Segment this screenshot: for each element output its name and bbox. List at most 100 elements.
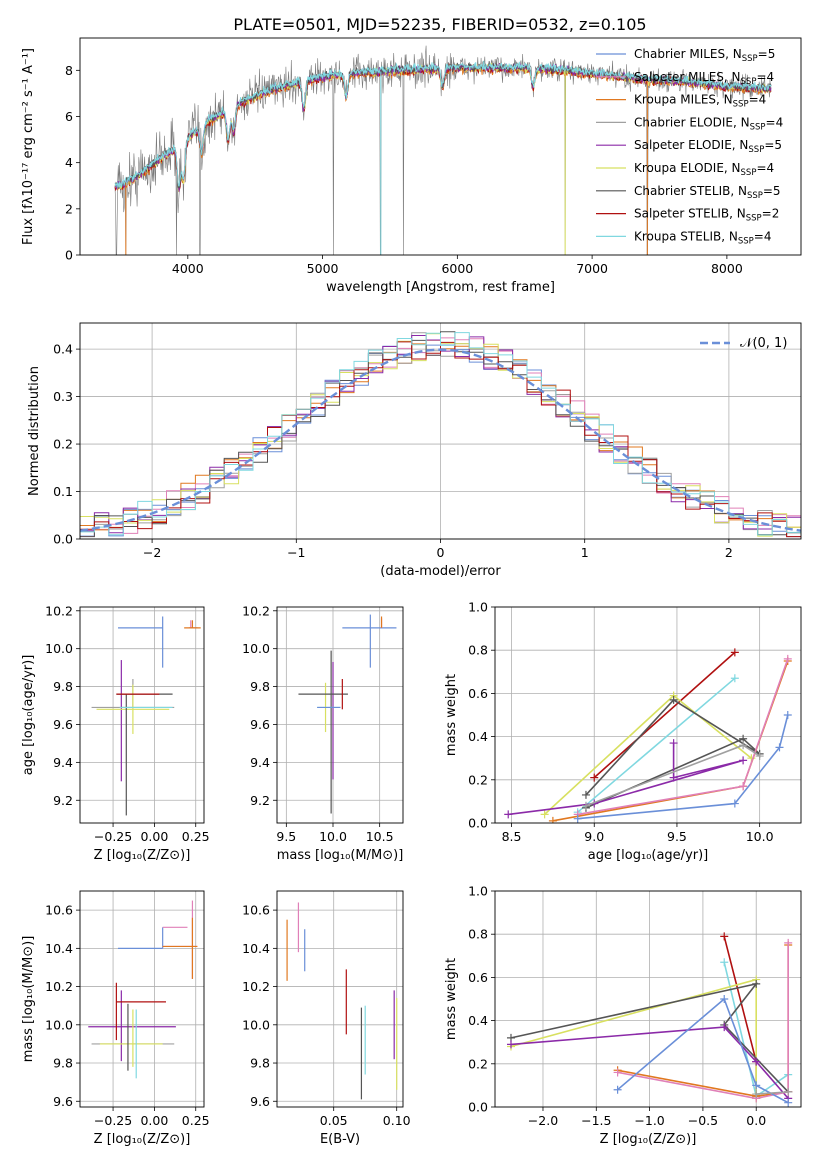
legend-sub: SSP <box>733 100 749 110</box>
y-tick-label: 10.6 <box>45 903 73 918</box>
weight-point-marker <box>783 711 792 719</box>
weight-point-marker <box>752 1081 761 1090</box>
y-tick-label: 9.6 <box>250 717 270 732</box>
axes-frame <box>276 606 404 824</box>
plot-area-weight_vs_Z <box>506 932 793 1107</box>
weight-point-marker <box>752 979 761 988</box>
x-axis-label: (data-model)/error <box>380 564 501 579</box>
y-tick-label: 10.0 <box>242 1017 270 1032</box>
x-tick-label: 2 <box>725 545 733 560</box>
weight-series-line <box>544 694 752 815</box>
y-tick-label: 0.4 <box>468 729 488 744</box>
weight-point-marker <box>720 995 729 1003</box>
axes-frame <box>494 890 802 1108</box>
axes-frame <box>276 890 404 1108</box>
x-tick-label: −0.25 <box>94 1113 132 1128</box>
histogram-kroupa_stelib <box>80 332 801 536</box>
legend-suffix: =5 <box>763 184 781 198</box>
y-tick-label: 10.4 <box>45 941 73 956</box>
legend-label: Kroupa STELIB, N <box>634 229 738 243</box>
weight-point-marker <box>730 799 739 808</box>
x-tick-label: 0.10 <box>383 1113 411 1128</box>
legend-label: Salpeter ELODIE, N <box>634 138 748 152</box>
y-tick-label: 0.6 <box>468 686 488 701</box>
gaussian-curve <box>80 348 801 532</box>
y-tick-label: 1.0 <box>468 600 488 615</box>
legend-suffix: =4 <box>756 70 774 84</box>
y-tick-label: 0.2 <box>468 1056 488 1071</box>
legend-suffix: =4 <box>749 93 767 107</box>
figure-title: PLATE=0501, MJD=52235, FIBERID=0532, z=0… <box>233 15 646 34</box>
plot-area-residuals <box>80 331 801 538</box>
plots: 4000 5000 6000 7000 8000 0 2 4 6 8 wavelength [Ang… <box>21 37 802 1147</box>
legend-sub: SSP <box>741 168 757 178</box>
legend-entry: Chabrier ELODIE, NSSP=4 <box>634 115 783 132</box>
axes-mass_vs_ebv: 0.05 0.10 9.6 9.8 10.0 10.2 10.4 10.6 E(B-V) <box>242 890 411 1147</box>
model-spectrum-kroupa_stelib <box>114 60 772 188</box>
weight-point-marker <box>504 810 513 819</box>
x-tick-label: −2 <box>143 545 161 560</box>
y-tick-label: 10.2 <box>45 603 73 618</box>
y-tick-label: 9.2 <box>250 793 270 808</box>
x-tick-label: 9.0 <box>584 829 604 844</box>
weight-point-marker <box>739 756 748 765</box>
weight-point-marker <box>755 752 764 761</box>
x-axis-label: Z [log₁₀(Z/Z⊙)] <box>94 848 191 863</box>
x-tick-label: 6000 <box>441 261 473 276</box>
weight-series-line <box>577 714 789 820</box>
x-tick-label: 10.5 <box>366 829 394 844</box>
legend-sub: SSP <box>748 145 764 155</box>
x-axis-label: Z [log₁₀(Z/Z⊙)] <box>94 1132 191 1147</box>
legend-label: Salpeter MILES, N <box>634 70 741 84</box>
axes-weight_vs_Z: −2.0 −1.5 −1.0 −0.5 0.0 0.0 0.2 0.4 0.6 0.8 1.0 Z [… <box>444 884 802 1147</box>
x-tick-label: 10.0 <box>746 829 774 844</box>
weight-point-marker <box>669 739 678 748</box>
x-axis-label: wavelength [Angstrom, rest frame] <box>326 280 555 295</box>
y-tick-label: 0.4 <box>53 342 73 357</box>
y-tick-label: 0.4 <box>468 1013 488 1028</box>
x-axis-label: age [log₁₀(age/yr)] <box>588 848 709 863</box>
legend-suffix: =4 <box>766 115 784 129</box>
x-tick-label: 5000 <box>307 261 339 276</box>
x-tick-label: 0.00 <box>140 1113 168 1128</box>
x-axis-label: Z [log₁₀(Z/Z⊙)] <box>600 1132 697 1147</box>
x-tick-label: −2.0 <box>528 1113 558 1128</box>
y-tick-label: 9.8 <box>53 1056 73 1071</box>
y-tick-label: 9.4 <box>250 755 270 770</box>
plot-area-weight_vs_age <box>504 648 792 823</box>
axes-frame <box>79 606 205 824</box>
y-tick-label: 10.0 <box>45 641 73 656</box>
legend-sub: SSP <box>747 191 763 201</box>
axes-age_vs_Z: −0.25 0.00 0.25 9.2 9.4 9.6 9.8 10.0 10.2 Z [log₁… <box>21 603 210 863</box>
y-axis-label: mass weight <box>444 674 459 756</box>
weight-point-marker <box>739 782 748 791</box>
x-tick-label: 0.05 <box>320 1113 348 1128</box>
y-axis-label: Flux [fλ10⁻¹⁷ erg cm⁻² s⁻¹ A⁻¹] <box>21 48 36 245</box>
y-tick-label: 0.2 <box>53 437 73 452</box>
legend-entry: Kroupa STELIB, NSSP=4 <box>634 229 772 246</box>
weight-point-marker <box>730 674 739 683</box>
x-tick-label: 1 <box>581 545 589 560</box>
weight-series-line <box>577 677 736 813</box>
x-tick-label: 9.5 <box>276 829 296 844</box>
weight-series-line <box>510 978 757 1099</box>
y-tick-label: 9.2 <box>53 793 73 808</box>
y-tick-label: 9.6 <box>250 1094 270 1109</box>
y-tick-label: 9.8 <box>53 679 73 694</box>
weight-point-marker <box>581 801 590 810</box>
axes-frame <box>494 606 802 824</box>
legend-sub: SSP <box>746 214 762 224</box>
y-tick-label: 0.6 <box>468 970 488 985</box>
y-tick-label: 9.4 <box>53 755 73 770</box>
y-tick-label: 10.2 <box>242 603 270 618</box>
legend-entry: Chabrier MILES, NSSP=5 <box>634 47 775 64</box>
weight-series-line <box>617 942 789 1100</box>
legend-label: Chabrier STELIB, N <box>634 184 747 198</box>
y-tick-label: 1.0 <box>468 884 488 899</box>
axes-weight_vs_age: 8.5 9.0 9.5 10.0 0.0 0.2 0.4 0.6 0.8 1.0 age [log₁… <box>444 600 802 863</box>
plot-area-spectrum <box>114 45 772 255</box>
x-tick-label: −0.5 <box>688 1113 718 1128</box>
axes-mass_vs_Z: −0.25 0.00 0.25 9.6 9.8 10.0 10.2 10.4 10.6 Z [lo… <box>21 890 210 1147</box>
x-tick-label: −1 <box>287 545 305 560</box>
